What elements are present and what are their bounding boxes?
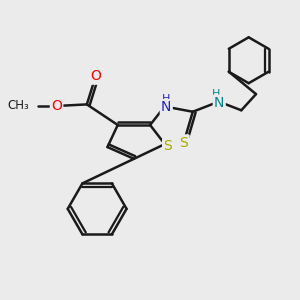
Text: CH₃: CH₃	[8, 99, 29, 112]
Text: S: S	[180, 136, 188, 150]
Text: H: H	[162, 94, 170, 104]
Text: H: H	[212, 89, 220, 99]
Text: S: S	[164, 140, 172, 154]
Text: N: N	[214, 96, 224, 110]
Text: O: O	[51, 99, 62, 113]
Text: N: N	[161, 100, 172, 114]
Text: O: O	[90, 69, 101, 83]
